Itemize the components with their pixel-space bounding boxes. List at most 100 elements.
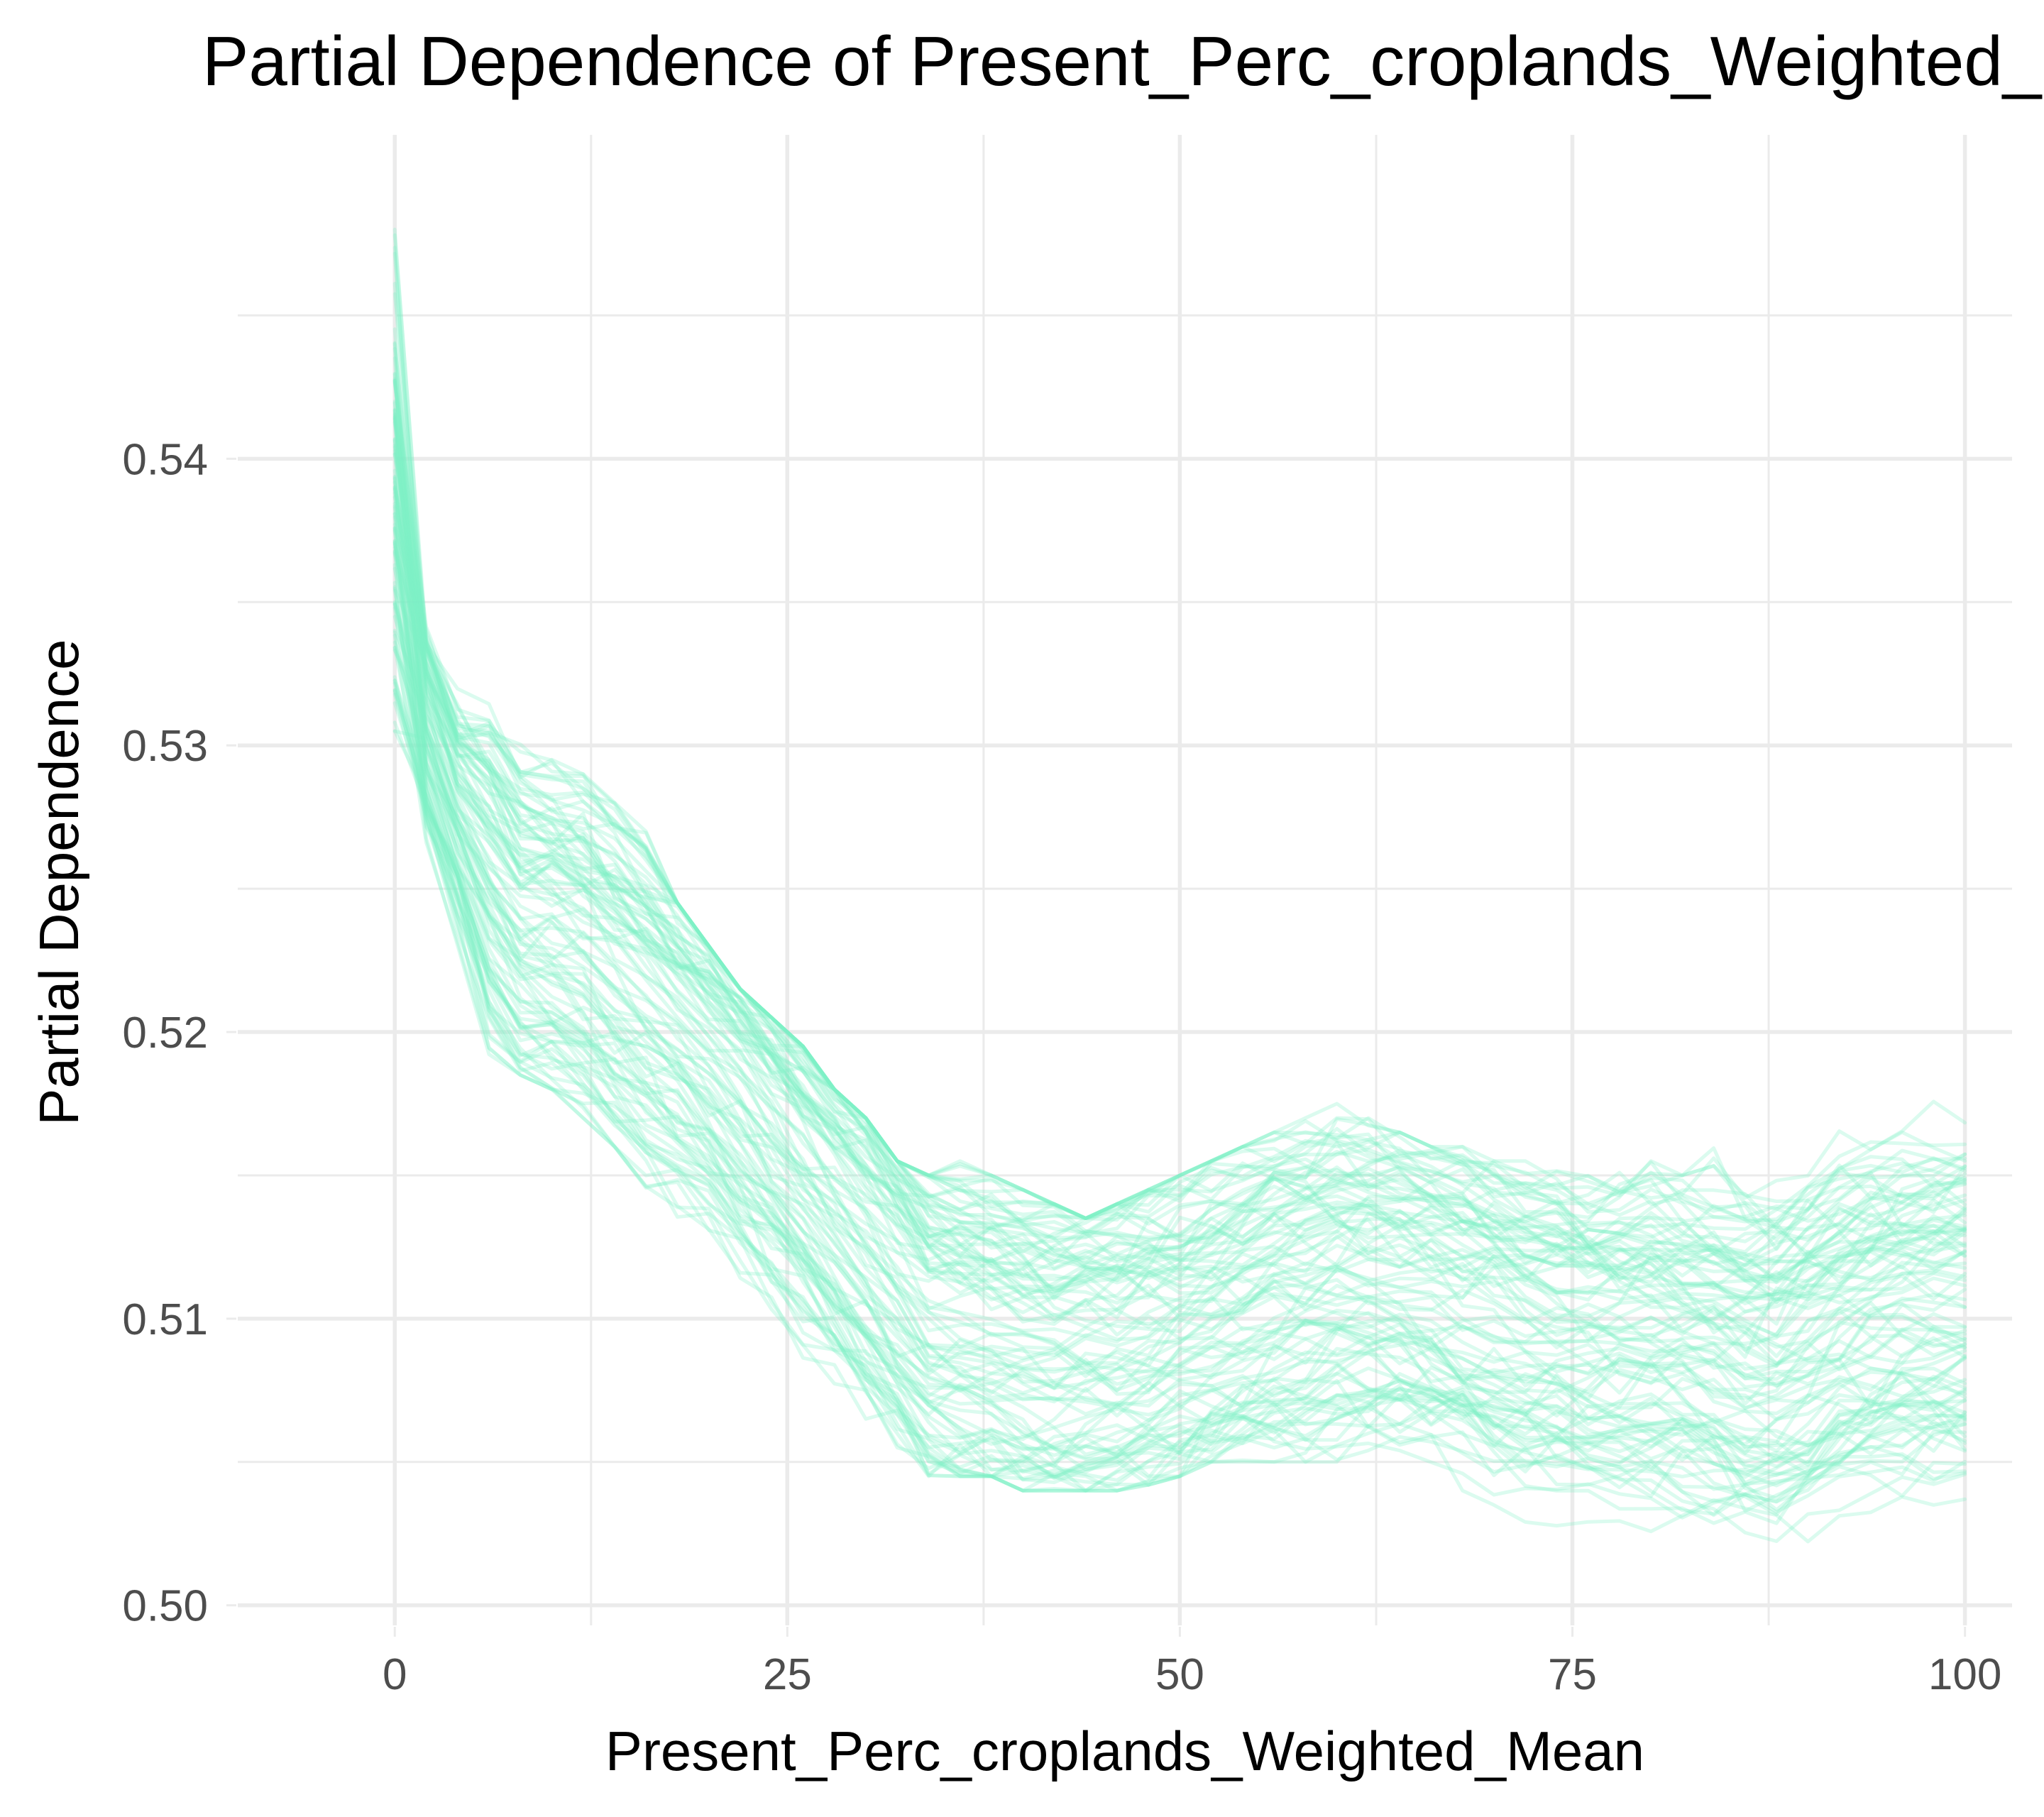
ice-curve <box>392 522 1967 1283</box>
ice-curve <box>392 729 1967 1393</box>
y-tick-label: 0.52 <box>122 1009 208 1058</box>
ice-curve <box>392 681 1967 1504</box>
ice-curve <box>392 246 1967 1297</box>
ice-curve <box>392 407 1967 1220</box>
y-tick-label: 0.50 <box>122 1582 208 1631</box>
ice-curve <box>392 474 1967 1378</box>
ice-curve <box>392 380 1967 1290</box>
y-axis-label: Partial Dependence <box>28 639 90 1125</box>
ice-curve <box>392 491 1967 1460</box>
ice-curve <box>392 720 1967 1493</box>
ice-curve <box>392 445 1967 1253</box>
x-tick-label: 75 <box>1548 1650 1597 1699</box>
ice-curve <box>392 633 1967 1478</box>
ice-curve <box>392 487 1967 1223</box>
ice-curve <box>392 408 1967 1290</box>
ice-curve <box>392 413 1967 1305</box>
ice-curve <box>392 679 1967 1517</box>
ice-curve <box>392 527 1967 1517</box>
ice-curve <box>392 675 1967 1486</box>
ice-curve <box>392 346 1967 1464</box>
ice-curve <box>392 452 1967 1464</box>
ice-curve <box>392 437 1967 1290</box>
y-tick-label: 0.54 <box>122 435 208 484</box>
ice-curve <box>392 485 1967 1393</box>
ice-curve <box>392 648 1967 1284</box>
ice-curve <box>392 588 1967 1485</box>
ice-curve <box>392 476 1967 1371</box>
ice-curve <box>392 615 1967 1446</box>
ice-curve <box>392 377 1967 1267</box>
ice-curve <box>392 585 1967 1513</box>
axis-ticks: 0 25 50 75 100 0.50 0.51 0.52 0.53 0.54 <box>122 435 2001 1699</box>
ice-curve <box>392 701 1967 1525</box>
ice-curve <box>392 688 1967 1482</box>
ice-curve <box>392 452 1967 1283</box>
ice-curve <box>392 550 1967 1302</box>
ice-curve <box>392 602 1967 1395</box>
x-axis-label: Present_Perc_croplands_Weighted_Mean <box>605 1720 1644 1782</box>
ice-curve <box>392 600 1967 1323</box>
ice-curve <box>392 541 1967 1307</box>
ice-curve <box>392 233 1967 1318</box>
ice-curve <box>392 646 1967 1396</box>
ice-curve <box>392 581 1967 1544</box>
ice-curve <box>392 417 1967 1239</box>
ice-curve <box>392 566 1967 1388</box>
ice-curve <box>392 679 1967 1407</box>
gridlines <box>238 135 2012 1625</box>
ice-curve <box>392 292 1967 1248</box>
ice-lines <box>392 227 1967 1544</box>
ice-curve <box>392 603 1967 1410</box>
ice-curve <box>392 606 1967 1520</box>
ice-curve <box>392 481 1967 1268</box>
ice-curve <box>392 563 1967 1480</box>
x-tick-label: 50 <box>1155 1650 1204 1699</box>
ice-curve <box>392 512 1967 1231</box>
ice-curve <box>392 437 1967 1322</box>
ice-curve <box>392 420 1967 1475</box>
ice-curve <box>392 327 1967 1251</box>
ice-curve <box>392 587 1967 1314</box>
ice-curve <box>392 415 1967 1418</box>
chart-title: Partial Dependence of Present_Perc_cropl… <box>202 22 2044 100</box>
ice-curve <box>392 529 1967 1493</box>
ice-curve <box>392 356 1967 1381</box>
ice-curve <box>392 399 1967 1359</box>
ice-curve <box>392 468 1967 1302</box>
ice-curve <box>392 543 1967 1310</box>
ice-curve <box>392 379 1967 1337</box>
ice-curve <box>392 645 1967 1469</box>
ice-curve <box>392 600 1967 1337</box>
ice-curve <box>392 401 1967 1449</box>
ice-curve <box>392 551 1967 1452</box>
ice-curve <box>392 439 1967 1422</box>
ice-curve <box>392 541 1967 1398</box>
ice-curve <box>392 373 1967 1366</box>
ice-curve <box>392 515 1967 1453</box>
ice-curve <box>392 449 1967 1220</box>
ice-curve <box>392 729 1967 1516</box>
ice-curve <box>392 630 1967 1488</box>
ice-curve <box>392 251 1967 1346</box>
ice-curve <box>392 692 1967 1462</box>
ice-curve <box>392 488 1967 1358</box>
ice-curve <box>392 495 1967 1271</box>
ice-curve <box>392 628 1967 1333</box>
ice-curve <box>392 549 1967 1503</box>
ice-curve <box>392 640 1967 1424</box>
ice-curve <box>392 476 1967 1543</box>
ice-curve <box>392 378 1967 1279</box>
x-tick-label: 25 <box>763 1650 812 1699</box>
ice-curve <box>392 506 1967 1471</box>
x-tick-label: 100 <box>1928 1650 2001 1699</box>
y-tick-label: 0.51 <box>122 1295 208 1344</box>
ice-curve <box>392 341 1967 1314</box>
ice-curve <box>392 282 1967 1224</box>
ice-curve <box>392 378 1967 1283</box>
ice-curve <box>392 371 1967 1286</box>
ice-curve <box>392 688 1967 1512</box>
ice-curve <box>392 546 1967 1400</box>
x-tick-label: 0 <box>383 1650 407 1699</box>
